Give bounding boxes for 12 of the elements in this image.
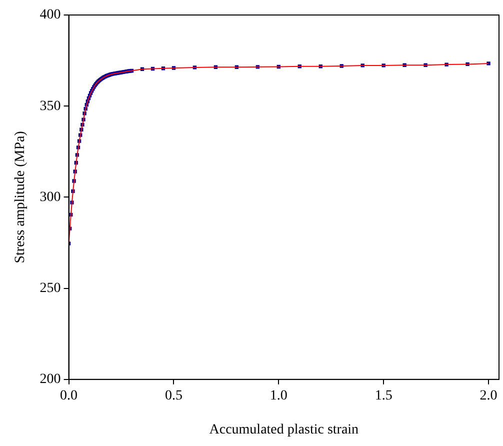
x-axis-title: Accumulated plastic strain: [209, 422, 359, 438]
y-tick-label: 350: [40, 98, 61, 114]
x-tick-label: 2.0: [480, 388, 498, 404]
x-tick-label: 0.0: [60, 388, 78, 404]
x-tick-label: 1.0: [270, 388, 288, 404]
y-tick-label: 200: [40, 372, 61, 388]
y-tick-label: 250: [40, 280, 61, 296]
y-tick-label: 300: [40, 190, 61, 205]
x-tick-label: 1.5: [374, 388, 392, 404]
y-tick-label: 400: [40, 8, 61, 23]
y-axis-title: Stress amplitude (MPa): [13, 130, 28, 264]
x-tick-label: 0.5: [164, 388, 182, 404]
